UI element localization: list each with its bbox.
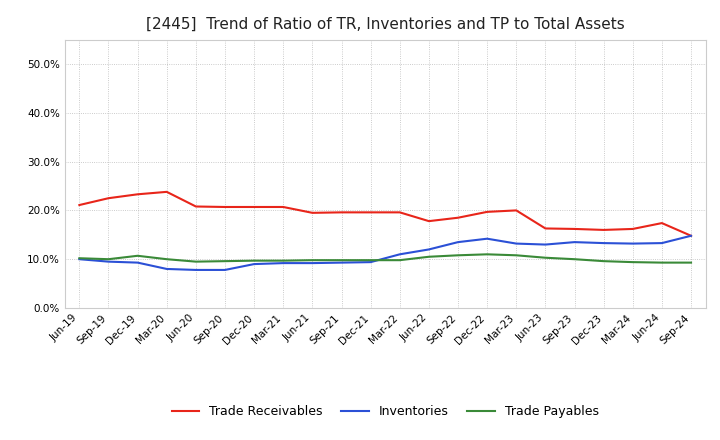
Inventories: [629, 241, 637, 246]
Trade Receivables: [75, 202, 84, 208]
Inventories: [541, 242, 550, 247]
Trade Payables: [512, 253, 521, 258]
Trade Payables: [250, 258, 258, 263]
Trade Payables: [192, 259, 200, 264]
Trade Receivables: [250, 204, 258, 209]
Legend: Trade Receivables, Inventories, Trade Payables: Trade Receivables, Inventories, Trade Pa…: [166, 400, 604, 423]
Inventories: [75, 257, 84, 262]
Trade Payables: [308, 257, 317, 263]
Trade Payables: [599, 259, 608, 264]
Trade Payables: [483, 252, 492, 257]
Trade Receivables: [629, 226, 637, 231]
Inventories: [483, 236, 492, 242]
Line: Trade Payables: Trade Payables: [79, 254, 691, 263]
Inventories: [163, 266, 171, 271]
Trade Receivables: [454, 215, 462, 220]
Inventories: [104, 259, 113, 264]
Trade Payables: [163, 257, 171, 262]
Trade Payables: [220, 259, 229, 264]
Trade Receivables: [512, 208, 521, 213]
Inventories: [657, 240, 666, 246]
Trade Payables: [657, 260, 666, 265]
Trade Receivables: [308, 210, 317, 216]
Inventories: [366, 260, 375, 265]
Trade Receivables: [192, 204, 200, 209]
Trade Receivables: [337, 210, 346, 215]
Trade Receivables: [133, 192, 142, 197]
Line: Inventories: Inventories: [79, 236, 691, 270]
Inventories: [220, 267, 229, 272]
Inventories: [250, 261, 258, 267]
Inventories: [337, 260, 346, 265]
Trade Receivables: [163, 189, 171, 194]
Trade Payables: [337, 257, 346, 263]
Trade Receivables: [220, 204, 229, 209]
Inventories: [687, 233, 696, 238]
Inventories: [570, 239, 579, 245]
Trade Payables: [425, 254, 433, 260]
Trade Payables: [75, 256, 84, 261]
Trade Receivables: [599, 227, 608, 233]
Trade Receivables: [570, 226, 579, 231]
Inventories: [279, 260, 287, 266]
Trade Payables: [133, 253, 142, 258]
Trade Receivables: [279, 204, 287, 209]
Trade Receivables: [395, 210, 404, 215]
Trade Receivables: [483, 209, 492, 215]
Inventories: [395, 252, 404, 257]
Trade Payables: [629, 260, 637, 265]
Trade Receivables: [657, 220, 666, 226]
Trade Receivables: [541, 226, 550, 231]
Trade Payables: [279, 258, 287, 263]
Inventories: [133, 260, 142, 265]
Inventories: [454, 239, 462, 245]
Trade Receivables: [366, 210, 375, 215]
Trade Receivables: [425, 219, 433, 224]
Trade Payables: [570, 257, 579, 262]
Trade Payables: [541, 255, 550, 260]
Trade Payables: [454, 253, 462, 258]
Title: [2445]  Trend of Ratio of TR, Inventories and TP to Total Assets: [2445] Trend of Ratio of TR, Inventories…: [146, 16, 624, 32]
Inventories: [308, 260, 317, 266]
Line: Trade Receivables: Trade Receivables: [79, 192, 691, 236]
Inventories: [192, 267, 200, 272]
Trade Payables: [366, 257, 375, 263]
Inventories: [512, 241, 521, 246]
Trade Receivables: [687, 233, 696, 238]
Trade Receivables: [104, 195, 113, 201]
Trade Payables: [104, 257, 113, 262]
Inventories: [425, 247, 433, 252]
Trade Payables: [395, 257, 404, 263]
Trade Payables: [687, 260, 696, 265]
Inventories: [599, 240, 608, 246]
